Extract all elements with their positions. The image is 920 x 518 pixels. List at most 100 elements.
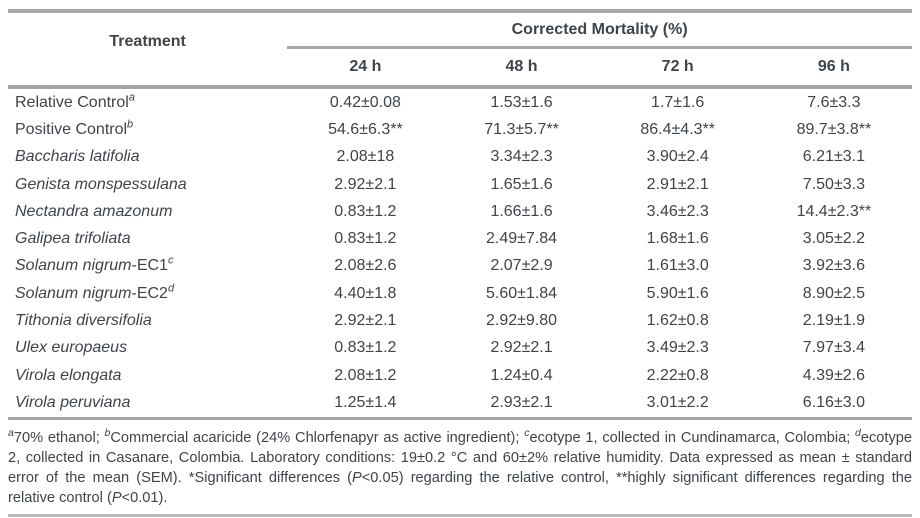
table-row: Galipea trifoliata 0.83±1.2 2.49±7.84 1.… <box>8 225 912 252</box>
mortality-value-48h: 2.93±2.1 <box>490 393 553 411</box>
mortality-value-72h: 2.22±0.8 <box>646 366 709 384</box>
mortality-value-96h: 7.97±3.4 <box>802 339 865 357</box>
mortality-value-48h: 2.92±2.1 <box>490 339 553 357</box>
treatment-species-name: Galipea trifoliata <box>15 230 131 248</box>
footnote-text: Commercial acaricide (24% Chlorfenapyr a… <box>110 429 525 446</box>
mortality-value-24h: 4.40±1.8 <box>334 284 397 302</box>
treatment-species-name: Virola elongata <box>15 366 122 384</box>
table-body: Relative Controla 0.42±0.08 1.53±1.6 1.7… <box>8 87 912 419</box>
mortality-value-72h: 1.68±1.6 <box>646 230 709 248</box>
mortality-value-48h: 2.49±7.84 <box>486 230 558 248</box>
footnote-marker-c: c <box>524 426 530 439</box>
mortality-value-48h: 1.66±1.6 <box>490 202 553 220</box>
mortality-value-24h: 2.92±2.1 <box>334 175 397 193</box>
treatment-column-header: Treatment <box>109 33 186 50</box>
table-row: Relative Controla 0.42±0.08 1.53±1.6 1.7… <box>8 87 912 116</box>
treatment-species-name: Genista monspessulana <box>15 175 187 193</box>
mortality-table: Treatment Corrected Mortality (%) 24 h 4… <box>8 9 912 420</box>
mortality-value-96h: 3.92±3.6 <box>802 257 865 275</box>
mortality-value-48h: 5.60±1.84 <box>486 284 558 302</box>
mortality-value-72h: 3.90±2.4 <box>646 148 709 166</box>
mortality-value-72h: 2.91±2.1 <box>646 175 709 193</box>
treatment-name-cell: Solanum nigrum-EC1c <box>8 253 287 280</box>
treatment-name-cell: Solanum nigrum-EC2d <box>8 280 287 307</box>
mortality-value-24h: 2.08±1.2 <box>334 366 397 384</box>
mortality-value-96h: 7.6±3.3 <box>807 93 861 111</box>
table-footnote: a70% ethanol; bCommercial acaricide (24%… <box>8 426 913 508</box>
treatment-species-name: Solanum nigrum <box>15 257 132 275</box>
mortality-value-96h: 4.39±2.6 <box>802 366 865 384</box>
treatment-name-suffix: -EC1 <box>131 257 168 275</box>
mortality-value-72h: 1.62±0.8 <box>646 312 709 330</box>
mortality-value-24h: 54.6±6.3** <box>328 120 403 138</box>
treatment-species-name: Solanum nigrum <box>15 284 132 302</box>
mortality-value-72h: 1.7±1.6 <box>651 93 705 111</box>
mortality-value-48h: 2.92±9.80 <box>486 312 558 330</box>
mortality-value-96h: 6.21±3.1 <box>802 148 865 166</box>
mortality-value-72h: 1.61±3.0 <box>646 257 709 275</box>
treatment-name-cell: Virola elongata <box>8 362 287 389</box>
mortality-value-72h: 3.46±2.3 <box>646 202 709 220</box>
mortality-value-96h: 6.16±3.0 <box>802 393 865 411</box>
mortality-value-24h: 0.42±0.08 <box>329 93 401 111</box>
mortality-value-48h: 1.53±1.6 <box>490 93 553 111</box>
mortality-value-72h: 86.4±4.3** <box>640 120 715 138</box>
treatment-name-cell: Tithonia diversifolia <box>8 307 287 334</box>
corrected-mortality-group-header: Corrected Mortality (%) <box>287 11 912 49</box>
treatment-species-name: Ulex europaeus <box>15 339 128 357</box>
footnote-text: ecotype 1, collected in Cundinamarca, Co… <box>529 429 856 446</box>
footnote-p-symbol: P <box>111 489 122 506</box>
mortality-value-96h: 89.7±3.8** <box>796 120 872 138</box>
footnote-text: ecotype 2, collected in Casanare, Colomb… <box>8 429 913 486</box>
column-header-96h: 96 h <box>817 58 850 75</box>
mortality-value-96h: 7.50±3.3 <box>802 175 865 193</box>
treatment-species-name: Tithonia diversifolia <box>15 312 152 330</box>
footnote-marker: c <box>167 255 174 268</box>
treatment-name-cell: Relative Controla <box>8 87 287 116</box>
table-row: Nectandra amazonum 0.83±1.2 1.66±1.6 3.4… <box>8 198 912 225</box>
footnote-marker-b: b <box>104 426 111 439</box>
mortality-value-72h: 5.90±1.6 <box>646 284 709 302</box>
treatment-species-name: Nectandra amazonum <box>15 202 173 220</box>
mortality-value-96h: 14.4±2.3** <box>796 202 872 220</box>
treatment-name-suffix: Positive Control <box>15 120 128 138</box>
mortality-value-24h: 0.83±1.2 <box>334 339 397 357</box>
treatment-name-cell: Virola peruviana <box>8 389 287 418</box>
footnote-p-symbol: P <box>352 469 362 486</box>
table-row: Solanum nigrum-EC2d 4.40±1.8 5.60±1.84 5… <box>8 280 912 307</box>
footnote-text: 70% ethanol; <box>13 429 105 446</box>
mortality-value-48h: 2.07±2.9 <box>490 257 553 275</box>
treatment-name-cell: Genista monspessulana <box>8 171 287 198</box>
treatment-name-cell: Galipea trifoliata <box>8 225 287 252</box>
table-row: Virola elongata 2.08±1.2 1.24±0.4 2.22±0… <box>8 362 912 389</box>
mortality-value-48h: 1.24±0.4 <box>490 366 553 384</box>
mortality-value-24h: 2.92±2.1 <box>334 312 397 330</box>
footnote-text: <0.01). <box>121 489 168 506</box>
mortality-value-24h: 1.25±1.4 <box>334 393 397 411</box>
column-header-24h: 24 h <box>349 58 382 75</box>
treatment-name-suffix: Relative Control <box>15 93 129 111</box>
mortality-value-24h: 0.83±1.2 <box>334 202 397 220</box>
mortality-value-96h: 2.19±1.9 <box>802 312 865 330</box>
treatment-name-suffix: -EC2 <box>131 284 168 302</box>
mortality-value-72h: 3.01±2.2 <box>646 393 709 411</box>
mortality-value-24h: 0.83±1.2 <box>334 230 397 248</box>
footnote-marker: a <box>128 91 135 104</box>
footnote-marker-a: a <box>8 426 14 439</box>
mortality-value-24h: 2.08±2.6 <box>334 257 397 275</box>
table-row: Baccharis latifolia 2.08±18 3.34±2.3 3.9… <box>8 144 912 171</box>
treatment-name-cell: Baccharis latifolia <box>8 144 287 171</box>
treatment-species-name: Virola peruviana <box>15 393 131 411</box>
mortality-value-24h: 2.08±18 <box>336 148 395 166</box>
table-header: Treatment Corrected Mortality (%) 24 h 4… <box>8 11 912 87</box>
table-row: Virola peruviana 1.25±1.4 2.93±2.1 3.01±… <box>8 389 912 418</box>
table-row: Tithonia diversifolia 2.92±2.1 2.92±9.80… <box>8 307 912 334</box>
treatment-name-cell: Ulex europaeus <box>8 335 287 362</box>
table-row: Ulex europaeus 0.83±1.2 2.92±2.1 3.49±2.… <box>8 335 912 362</box>
footnote-text: <0.05) regarding the relative control, *… <box>8 469 912 506</box>
footnote-marker: b <box>127 118 134 131</box>
mortality-value-96h: 3.05±2.2 <box>802 230 865 248</box>
table-row: Positive Controlb 54.6±6.3** 71.3±5.7** … <box>8 116 912 143</box>
column-header-48h: 48 h <box>505 58 538 75</box>
